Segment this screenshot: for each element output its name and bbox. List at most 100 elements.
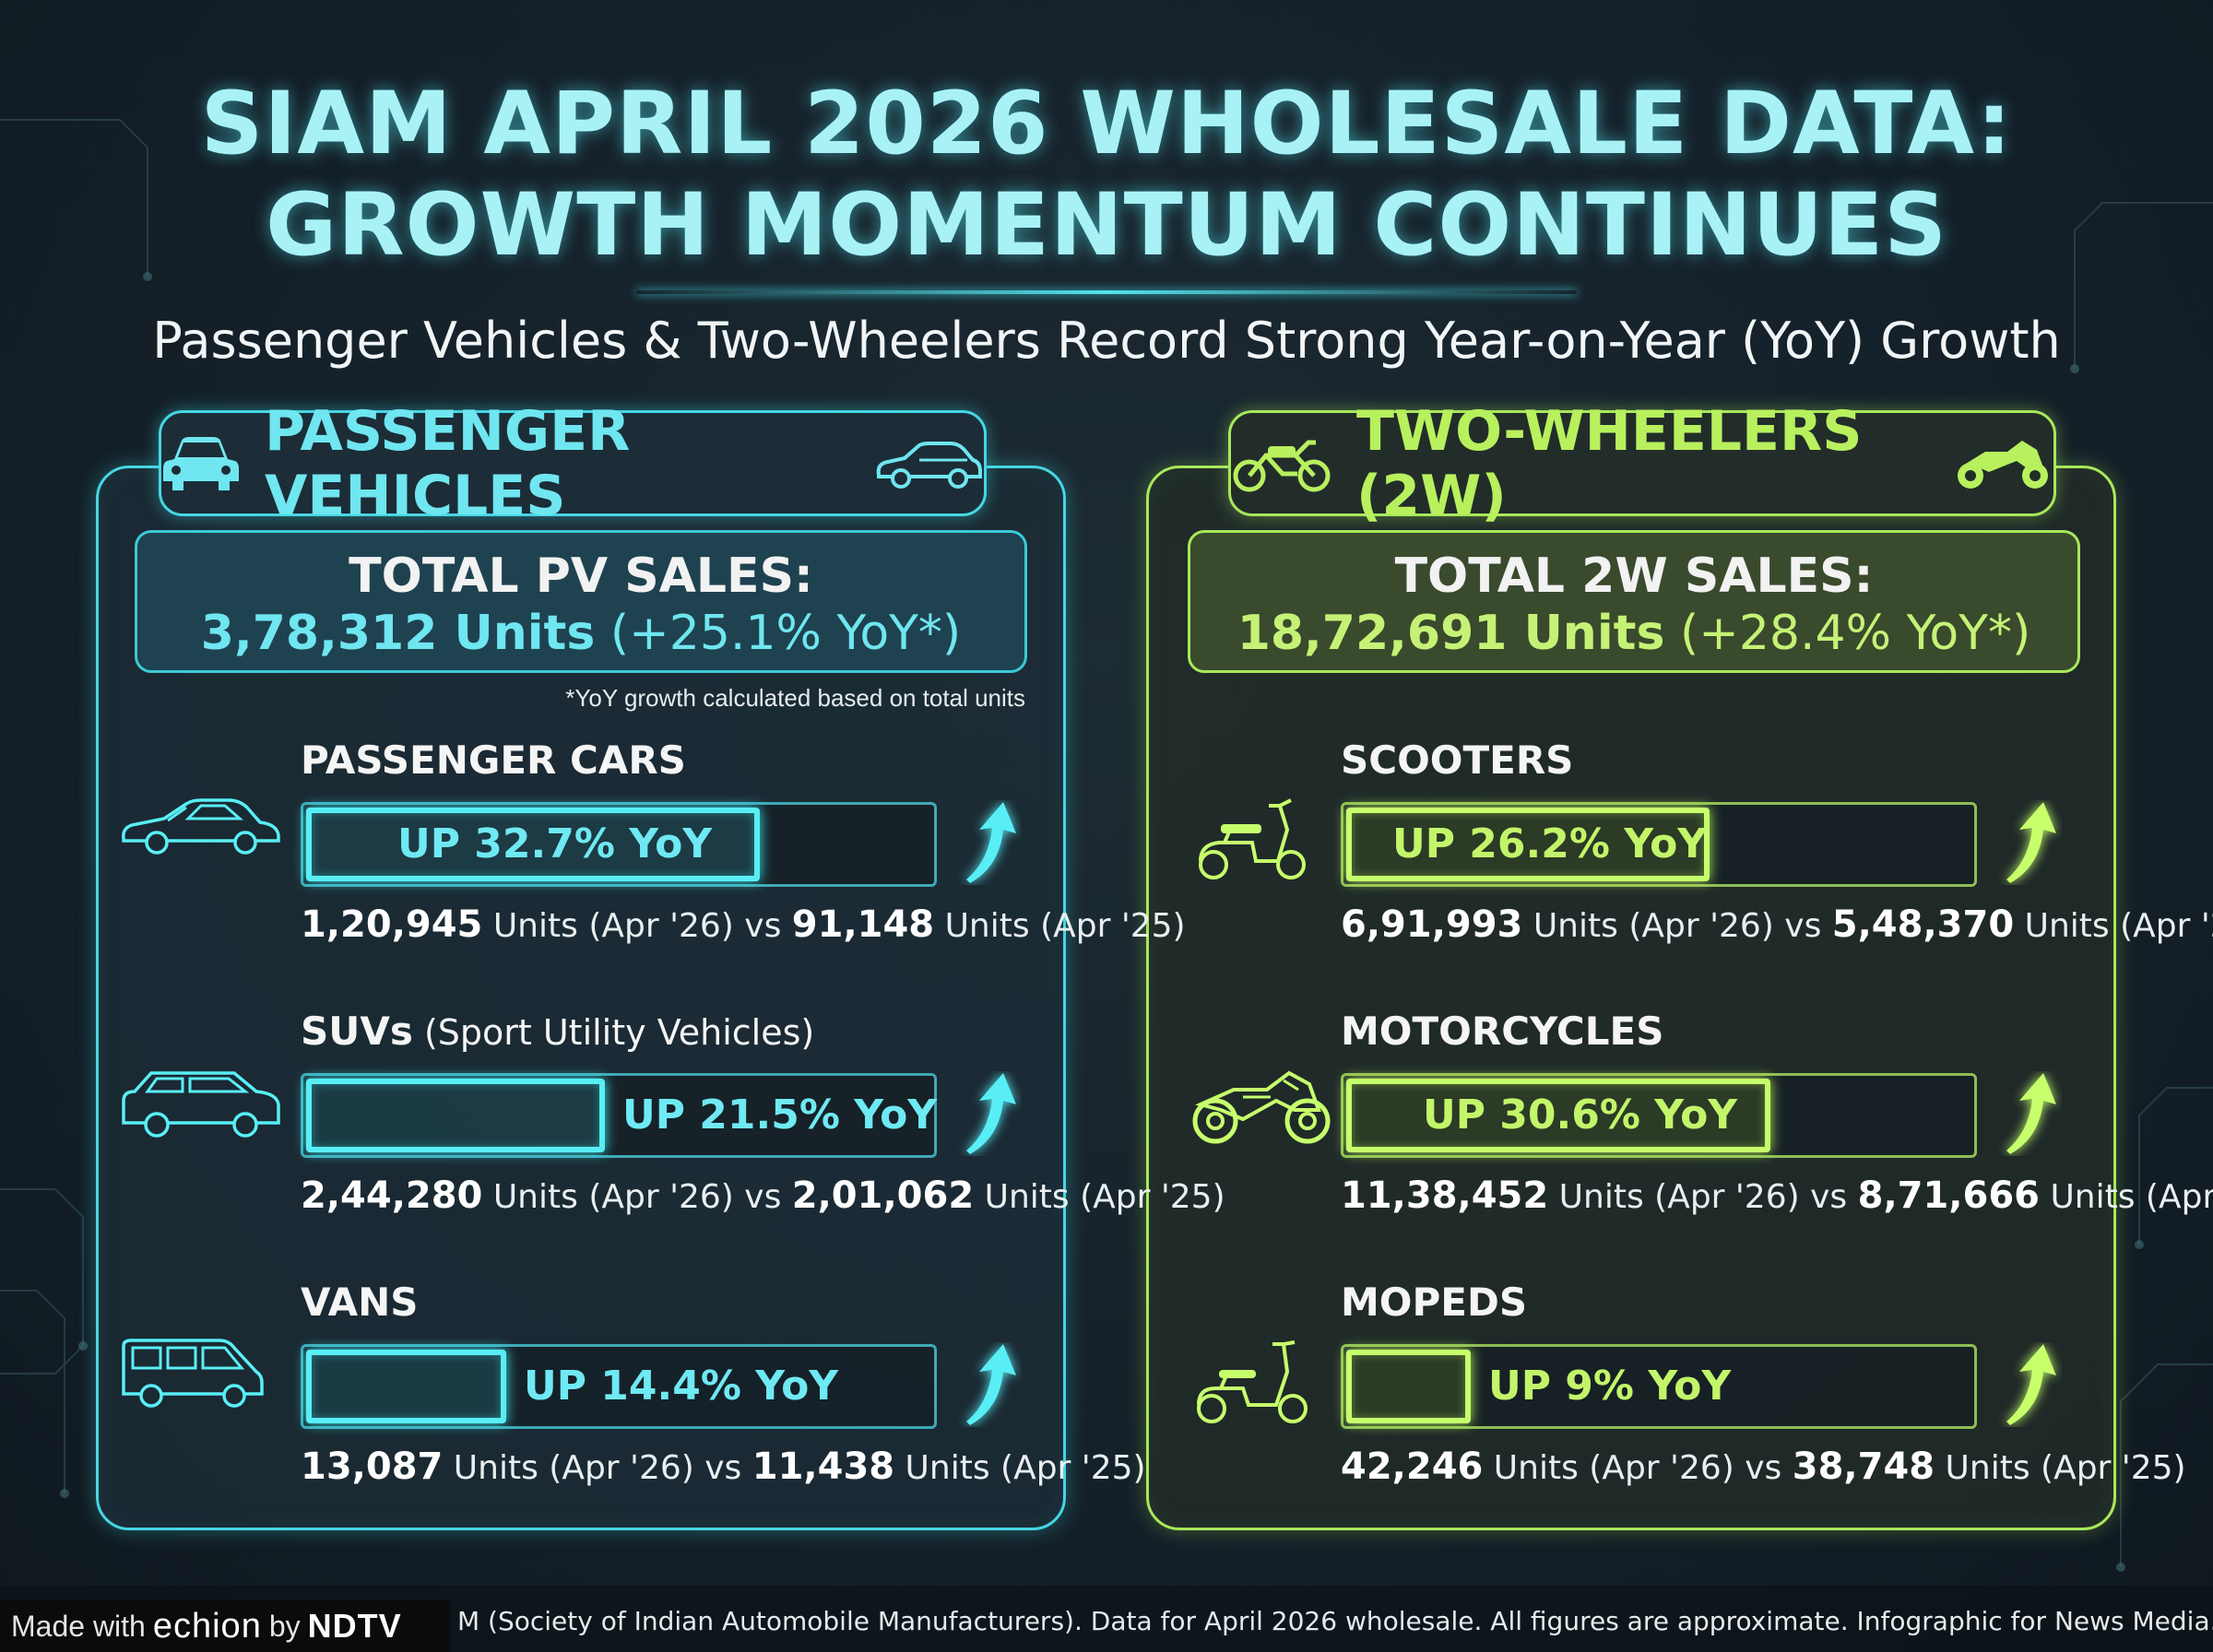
source-note: M (Society of Indian Automobile Manufact…	[457, 1606, 2213, 1636]
pv-growth-bar: UP 21.5% YoY	[301, 1073, 937, 1158]
up-arrow-icon	[957, 800, 1022, 890]
tw-units-2025: 8,71,666	[1857, 1174, 2040, 1217]
tw-category-name: MOTORCYCLES	[1341, 1009, 1663, 1054]
pv-heading: PASSENGER VEHICLES	[265, 398, 631, 528]
tw-units-comparison: 42,246 Units (Apr '26) vs 38,748 Units (…	[1341, 1446, 2186, 1488]
pv-growth-label: UP 32.7% YoY	[397, 820, 713, 867]
pv-growth-label: UP 21.5% YoY	[622, 1092, 938, 1139]
pv-total-growth: (+25.1% YoY*)	[609, 606, 962, 661]
moped-icon	[1188, 1335, 1317, 1432]
pv-total-units: 3,78,312 Units	[200, 606, 596, 661]
motorbike-icon	[1231, 433, 1332, 494]
up-arrow-icon	[957, 1071, 1022, 1161]
tw-growth-label: UP 26.2% YoY	[1392, 820, 1708, 867]
van-icon	[118, 1335, 266, 1417]
tw-category-title: MOPEDS	[1341, 1280, 1528, 1325]
car-icon	[118, 793, 284, 862]
tw-units-2025: 38,748	[1792, 1446, 1935, 1488]
yoy-footnote: *YoY growth calculated based on total un…	[565, 684, 1025, 712]
pv-units-2026-period: Units (Apr '26) vs	[482, 1178, 792, 1216]
pv-total-title: TOTAL PV SALES:	[349, 549, 813, 604]
tw-total-box: TOTAL 2W SALES: 18,72,691 Units (+28.4% …	[1188, 530, 2080, 673]
tw-growth-bar: UP 9% YoY	[1341, 1344, 1977, 1429]
pv-growth-fill	[306, 1079, 605, 1152]
pv-units-2025-period: Units (Apr '25)	[894, 1449, 1146, 1487]
up-arrow-icon	[1997, 1342, 2062, 1432]
tw-total-value: 18,72,691 Units (+28.4% YoY*)	[1190, 605, 2077, 662]
tw-units-2026-period: Units (Apr '26) vs	[1483, 1449, 1793, 1487]
car-side-icon	[873, 438, 984, 490]
pv-units-comparison: 2,44,280 Units (Apr '26) vs 2,01,062 Uni…	[301, 1174, 1225, 1217]
pv-units-2026: 13,087	[301, 1446, 444, 1488]
tw-total-units: 18,72,691 Units	[1237, 606, 1665, 661]
tw-heading: TWO-WHEELERS (2W)	[1356, 398, 1863, 528]
tw-growth-label: UP 9% YoY	[1488, 1363, 1732, 1410]
tw-units-2025-period: Units (Apr '25)	[2024, 907, 2213, 945]
tw-growth-fill	[1346, 1079, 1770, 1152]
pv-growth-fill	[306, 808, 760, 881]
up-arrow-icon	[1997, 800, 2062, 890]
up-arrow-icon	[957, 1342, 1022, 1432]
tw-category-name: SCOOTERS	[1341, 738, 1573, 783]
suv-icon	[118, 1064, 284, 1146]
pv-total-value: 3,78,312 Units (+25.1% YoY*)	[137, 605, 1024, 662]
tw-units-2026: 11,38,452	[1341, 1174, 1549, 1217]
tw-category-name: MOPEDS	[1341, 1280, 1527, 1325]
ndtv-logo: NDTV	[307, 1607, 402, 1645]
tw-growth-label: UP 30.6% YoY	[1423, 1092, 1738, 1139]
pv-units-comparison: 13,087 Units (Apr '26) vs 11,438 Units (…	[301, 1446, 1146, 1488]
pv-units-2025: 11,438	[751, 1446, 895, 1488]
pv-units-2026-period: Units (Apr '26) vs	[443, 1449, 752, 1487]
pv-units-2026-period: Units (Apr '26) vs	[482, 907, 792, 945]
pv-units-comparison: 1,20,945 Units (Apr '26) vs 91,148 Units…	[301, 903, 1186, 946]
tw-category-title: SCOOTERS	[1341, 738, 1574, 783]
echion-logo: echion	[152, 1606, 262, 1646]
car-front-icon	[161, 433, 241, 494]
pv-growth-fill	[306, 1350, 506, 1423]
pv-category-name: PASSENGER CARS	[301, 738, 686, 783]
tw-growth-fill	[1346, 1350, 1471, 1423]
tw-heading-tab: TWO-WHEELERS (2W)	[1228, 399, 2056, 528]
tw-total-title: TOTAL 2W SALES:	[1394, 549, 1874, 604]
pv-category-title: PASSENGER CARS	[301, 738, 686, 783]
pv-units-2025-period: Units (Apr '25)	[934, 907, 1186, 945]
tw-units-2026-period: Units (Apr '26) vs	[1522, 907, 1832, 945]
title-line-1: SIAM APRIL 2026 WHOLESALE DATA:	[200, 74, 2013, 174]
pv-growth-bar: UP 14.4% YoY	[301, 1344, 937, 1429]
pv-units-2026: 1,20,945	[301, 903, 483, 946]
pv-category-subtitle: (Sport Utility Vehicles)	[412, 1012, 815, 1053]
pv-category-name: SUVs (Sport Utility Vehicles)	[301, 1009, 814, 1054]
sportbike-icon	[1952, 433, 2053, 494]
pv-category-title: VANS	[301, 1280, 419, 1325]
tw-units-comparison: 6,91,993 Units (Apr '26) vs 5,48,370 Uni…	[1341, 903, 2213, 946]
tw-units-2026-period: Units (Apr '26) vs	[1548, 1178, 1858, 1216]
pv-units-2025-period: Units (Apr '25)	[974, 1178, 1225, 1216]
tw-growth-fill	[1346, 808, 1710, 881]
tw-units-comparison: 11,38,452 Units (Apr '26) vs 8,71,666 Un…	[1341, 1174, 2213, 1217]
pv-total-box: TOTAL PV SALES: 3,78,312 Units (+25.1% Y…	[135, 530, 1027, 673]
tw-units-2025: 5,48,370	[1831, 903, 2015, 946]
pv-growth-bar: UP 32.7% YoY	[301, 802, 937, 887]
by-text: by	[268, 1609, 301, 1643]
scooter-icon	[1188, 793, 1317, 890]
pv-category-name: VANS	[301, 1280, 419, 1325]
motorcycle-icon	[1188, 1064, 1335, 1151]
pv-units-2025: 91,148	[791, 903, 935, 946]
pv-units-2025: 2,01,062	[791, 1174, 975, 1217]
tw-units-2025-period: Units (Apr '25)	[2050, 1178, 2213, 1216]
tw-units-2025-period: Units (Apr '25)	[1935, 1449, 2186, 1487]
tw-units-2026: 42,246	[1341, 1446, 1484, 1488]
tw-total-growth: (+28.4% YoY*)	[1679, 606, 2031, 661]
subtitle: Passenger Vehicles & Two-Wheelers Record…	[152, 312, 2061, 370]
made-with-badge: Made with echion by NDTV	[0, 1600, 450, 1652]
pv-growth-label: UP 14.4% YoY	[524, 1363, 839, 1410]
title-line-2: GROWTH MOMENTUM CONTINUES	[266, 175, 1947, 276]
tw-growth-bar: UP 30.6% YoY	[1341, 1073, 1977, 1158]
title-divider	[636, 290, 1577, 294]
tw-category-title: MOTORCYCLES	[1341, 1009, 1664, 1054]
tw-units-2026: 6,91,993	[1341, 903, 1523, 946]
made-with-text: Made with	[11, 1609, 146, 1643]
tw-growth-bar: UP 26.2% YoY	[1341, 802, 1977, 887]
up-arrow-icon	[1997, 1071, 2062, 1161]
pv-heading-tab: PASSENGER VEHICLES	[159, 399, 987, 528]
